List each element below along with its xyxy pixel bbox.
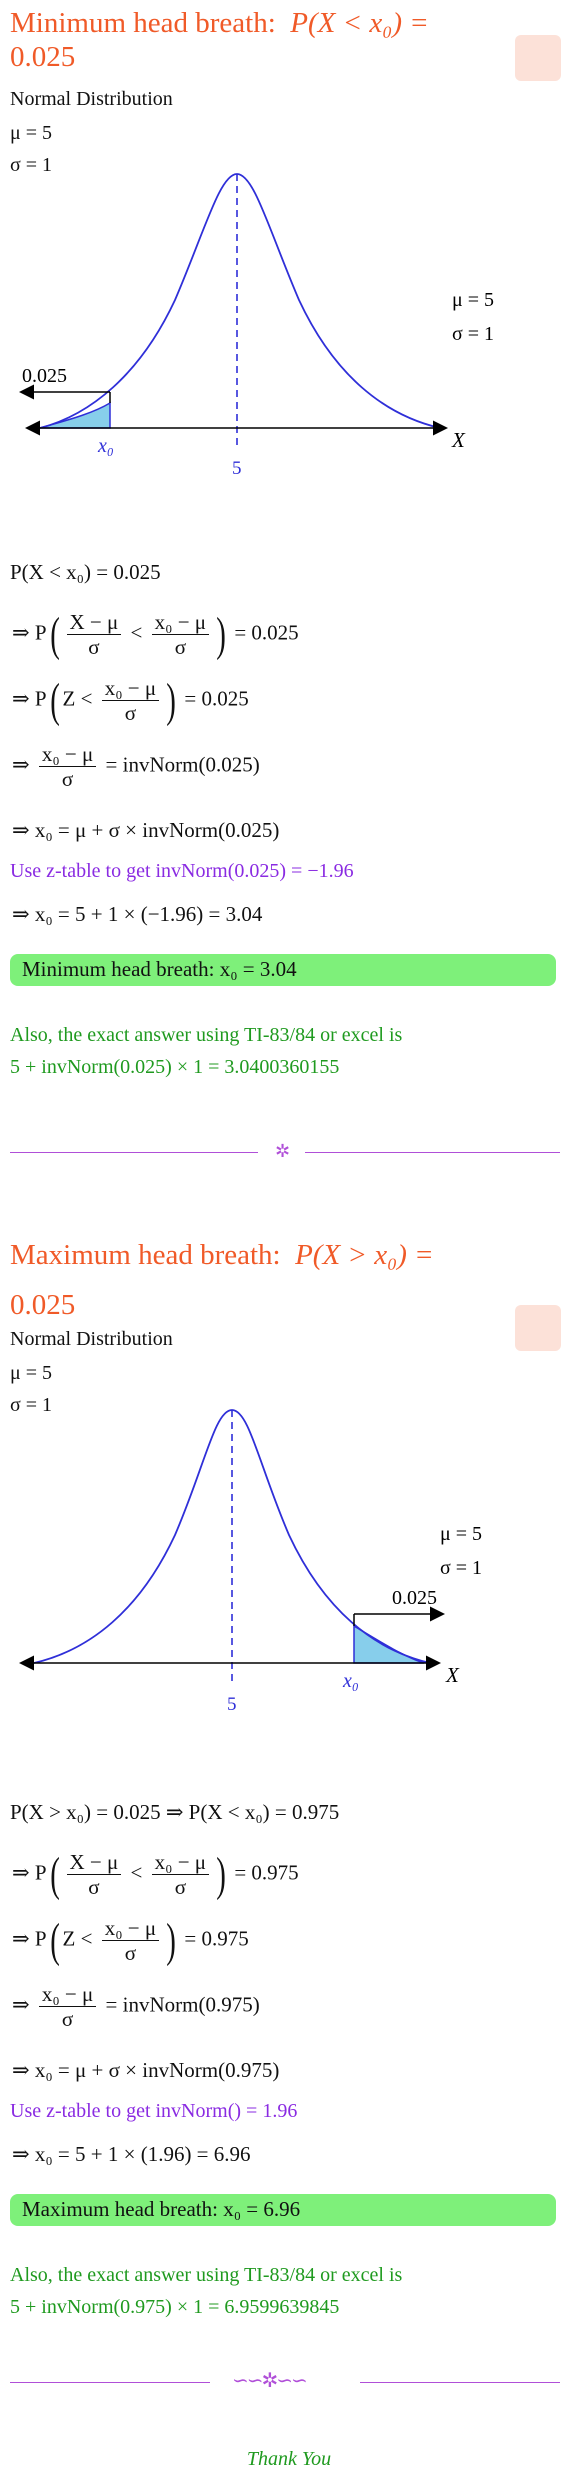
section1-exact-line1: Also, the exact answer using TI-83/84 or… [10, 1024, 403, 1046]
section1-eq3: ⇒ P(Z < x₀ − μ σ) = 0.025 [12, 673, 249, 727]
section2-sigma: σ = 1 [10, 1394, 53, 1416]
section2-exact-line2: 5 + invNorm(0.975) × 1 = 6.9599639845 [10, 2296, 340, 2318]
section2-title: Maximum head breath: P(X > x₀) = 0.025 [10, 1239, 434, 1321]
section1-title: Minimum head breath: P(X < x₀) = 0.025 [10, 7, 429, 73]
section2-result-box: Maximum head breath: x₀ = 6.96 [10, 2194, 556, 2226]
section1-normal-graph: 0.025 x₀ 5 X μ = 5 σ = 1 [19, 173, 494, 479]
section1-curve [39, 173, 441, 429]
section2-ztable: Use z-table to get invNorm() = 1.96 [10, 2100, 298, 2122]
divider-left [10, 1152, 258, 1153]
section1-eq1: P(X < x₀) = 0.025 [10, 560, 161, 584]
section2-eq1: P(X > x₀) = 0.025 ⇒ P(X < x₀) = 0.975 [10, 1800, 340, 1824]
watermark-icon-2 [515, 1305, 561, 1351]
section2-area-label: 0.025 [392, 1587, 437, 1609]
footer-divider-left [10, 2382, 210, 2383]
section2-eq6: ⇒ x₀ = 5 + 1 × (1.96) = 6.96 [12, 2142, 251, 2166]
section1-ztable: Use z-table to get invNorm(0.025) = −1.9… [10, 860, 354, 882]
section2-x0-label: x₀ [342, 1670, 359, 1692]
section2-mean-label: 5 [227, 1694, 237, 1715]
section1-dist-label: Normal Distribution [10, 88, 173, 110]
section1-graph-sigma: σ = 1 [452, 323, 494, 345]
section2-mu: μ = 5 [10, 1362, 53, 1384]
section2-graph-sigma: σ = 1 [440, 1557, 482, 1579]
section1-eq6: ⇒ x₀ = 5 + 1 × (−1.96) = 3.04 [12, 902, 263, 926]
section2-graph-mu: μ = 5 [440, 1523, 482, 1545]
section1-area-label: 0.025 [22, 365, 67, 387]
footer-divider-right [360, 2382, 560, 2383]
section1-sigma: σ = 1 [10, 154, 53, 176]
section2-dist-label: Normal Distribution [10, 1328, 173, 1350]
section1-mu: μ = 5 [10, 122, 53, 144]
section1-x0-label: x₀ [97, 435, 114, 457]
section1-exact-line2: 5 + invNorm(0.025) × 1 = 3.0400360155 [10, 1056, 340, 1078]
section1-result: Minimum head breath: x₀ = 3.04 [22, 957, 297, 981]
watermark-icon [515, 35, 561, 81]
thank-you: Thank You [246, 2448, 332, 2470]
section2-axis-label: X [445, 1663, 460, 1687]
divider-ornament-icon: ✲ [275, 1141, 291, 1162]
section2-result: Maximum head breath: x₀ = 6.96 [22, 2197, 301, 2221]
section2-normal-graph: 0.025 x₀ 5 X μ = 5 σ = 1 [19, 1409, 482, 1715]
section1-eq5: ⇒ x₀ = μ + σ × invNorm(0.025) [12, 818, 280, 842]
section2-exact-line1: Also, the exact answer using TI-83/84 or… [10, 2264, 403, 2286]
section2-eq3: ⇒ P(Z < x₀ − μ σ) = 0.975 [12, 1913, 249, 1967]
footer-ornament-icon: ∽∽✲∽∽ [232, 2368, 308, 2392]
section1-mean-label: 5 [232, 458, 242, 479]
divider-right [305, 1152, 560, 1153]
section1-graph-mu: μ = 5 [452, 289, 494, 311]
section1-axis-label: X [451, 428, 466, 452]
section1-result-box: Minimum head breath: x₀ = 3.04 [10, 954, 556, 986]
section2-eq5: ⇒ x₀ = μ + σ × invNorm(0.975) [12, 2058, 280, 2082]
